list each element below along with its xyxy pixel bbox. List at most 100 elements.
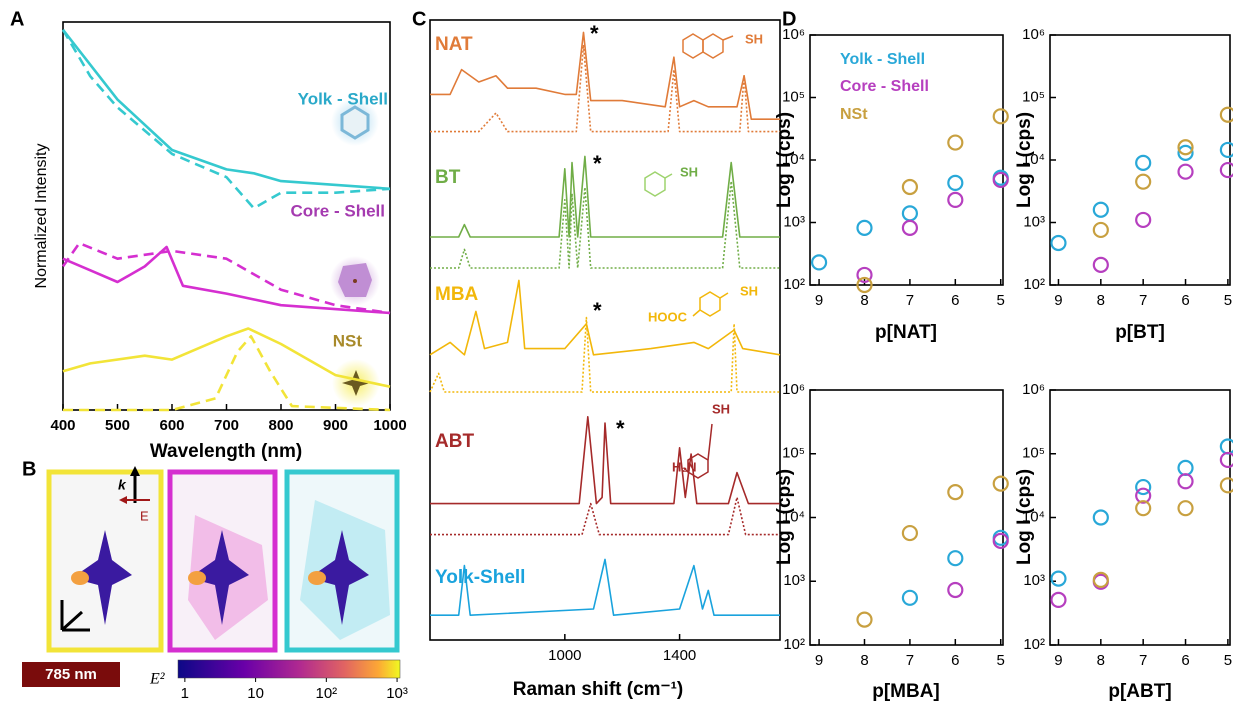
plot-frame bbox=[1049, 34, 1231, 286]
x-tick-label: 7 bbox=[906, 292, 914, 309]
y-tick-label: 10³ bbox=[1023, 572, 1045, 589]
data-point bbox=[947, 581, 964, 599]
annotation: * bbox=[616, 416, 625, 441]
y-tick-label: 10⁶ bbox=[1022, 26, 1045, 43]
data-point bbox=[1219, 438, 1233, 455]
legend-entry: Core - Shell bbox=[840, 78, 929, 95]
series-line bbox=[430, 155, 780, 238]
x-tick-label: 6 bbox=[951, 292, 959, 309]
series-line bbox=[430, 416, 780, 505]
y-tick-label: 10² bbox=[1023, 636, 1045, 653]
x-tick-label: 7 bbox=[906, 652, 914, 669]
annotation: SH bbox=[740, 283, 758, 298]
y-tick-label: 10³ bbox=[1023, 213, 1045, 230]
y-tick-label: 10⁴ bbox=[782, 508, 805, 525]
x-axis-label: p[NAT] bbox=[875, 322, 937, 343]
series-label: Yolk-Shell bbox=[435, 567, 525, 588]
y-axis-label: Log I (cps) bbox=[774, 469, 795, 565]
y-tick-label: 10⁵ bbox=[782, 445, 805, 462]
data-point bbox=[1219, 477, 1233, 494]
x-tick-label: 8 bbox=[860, 652, 868, 669]
data-point bbox=[1092, 509, 1109, 526]
data-point bbox=[947, 174, 964, 192]
panel-label: C bbox=[412, 8, 426, 30]
data-point bbox=[810, 254, 828, 271]
colorbar-tick-label: 10 bbox=[247, 685, 264, 702]
data-point bbox=[901, 219, 919, 236]
y-tick-label: 10² bbox=[783, 636, 805, 653]
y-tick-label: 10⁴ bbox=[782, 151, 805, 168]
y-tick-label: 10⁴ bbox=[1022, 151, 1045, 168]
data-point bbox=[1177, 144, 1194, 161]
data-point bbox=[947, 484, 964, 501]
series-line bbox=[61, 28, 391, 191]
x-tick-label: 5 bbox=[1224, 292, 1232, 309]
data-point bbox=[1092, 256, 1109, 273]
series-line bbox=[63, 335, 391, 412]
x-tick-label: 8 bbox=[1097, 292, 1105, 309]
x-tick-label: 6 bbox=[1181, 292, 1189, 309]
y-tick-label: 10⁵ bbox=[782, 88, 805, 105]
data-point bbox=[1050, 591, 1067, 608]
series-label: ABT bbox=[435, 431, 474, 452]
legend-entry: NSt bbox=[840, 106, 868, 123]
y-tick-label: 10⁶ bbox=[782, 26, 805, 43]
data-point bbox=[1135, 500, 1152, 517]
x-tick-label: 8 bbox=[860, 292, 868, 309]
x-tick-label: 9 bbox=[815, 292, 823, 309]
legend-entry: Yolk - Shell bbox=[840, 51, 925, 68]
y-axis-label: Normalized Intensity bbox=[33, 144, 50, 289]
series-label: NAT bbox=[435, 34, 473, 55]
plot-frame bbox=[809, 34, 1004, 286]
panel-label: B bbox=[22, 458, 36, 480]
annotation: Yolk - Shell bbox=[298, 89, 388, 108]
x-axis-label: p[ABT] bbox=[1108, 681, 1171, 702]
data-point bbox=[1219, 451, 1233, 469]
x-tick-label: 6 bbox=[1181, 652, 1189, 669]
data-point bbox=[992, 475, 1009, 492]
y-axis-label: Log I (cps) bbox=[774, 112, 795, 208]
annotation: * bbox=[590, 21, 599, 46]
series-line bbox=[61, 241, 391, 315]
annotation: * bbox=[593, 298, 602, 323]
annotation: SH bbox=[712, 401, 730, 416]
series-line bbox=[61, 29, 391, 210]
panel-label: D bbox=[782, 8, 796, 30]
x-axis-label: Wavelength (nm) bbox=[150, 441, 302, 462]
x-tick-label: 900 bbox=[323, 417, 348, 434]
data-point bbox=[1219, 141, 1233, 159]
series-line bbox=[430, 496, 780, 536]
x-tick-label: 1400 bbox=[663, 647, 696, 664]
data-point bbox=[1135, 478, 1152, 496]
data-point bbox=[947, 191, 964, 208]
annotation: SH bbox=[680, 164, 698, 179]
x-tick-label: 7 bbox=[1139, 652, 1147, 669]
data-point bbox=[901, 589, 919, 606]
x-axis-label: Raman shift (cm⁻¹) bbox=[513, 679, 684, 700]
annotation: SH bbox=[745, 31, 763, 46]
data-point bbox=[947, 550, 964, 567]
series-line bbox=[430, 44, 780, 133]
x-tick-label: 6 bbox=[951, 652, 959, 669]
annotation: Core - Shell bbox=[291, 201, 385, 220]
molecule-sketches bbox=[644, 33, 734, 479]
annotation: NSt bbox=[333, 331, 363, 350]
field-label: E bbox=[140, 508, 149, 523]
x-tick-label: 9 bbox=[815, 652, 823, 669]
laser-label: 785 nm bbox=[45, 666, 97, 683]
data-point bbox=[1092, 571, 1109, 588]
x-tick-label: 800 bbox=[268, 417, 293, 434]
series-label: BT bbox=[435, 167, 461, 188]
data-point bbox=[856, 611, 873, 628]
data-point bbox=[992, 532, 1009, 549]
plot-frame bbox=[1049, 389, 1231, 646]
x-tick-label: 7 bbox=[1139, 292, 1147, 309]
y-tick-label: 10⁵ bbox=[1022, 445, 1045, 462]
data-point bbox=[1177, 163, 1194, 180]
data-point bbox=[901, 178, 919, 196]
data-point bbox=[1135, 211, 1152, 229]
y-tick-label: 10² bbox=[1023, 276, 1045, 293]
x-tick-label: 500 bbox=[105, 417, 130, 434]
x-tick-label: 600 bbox=[159, 417, 184, 434]
